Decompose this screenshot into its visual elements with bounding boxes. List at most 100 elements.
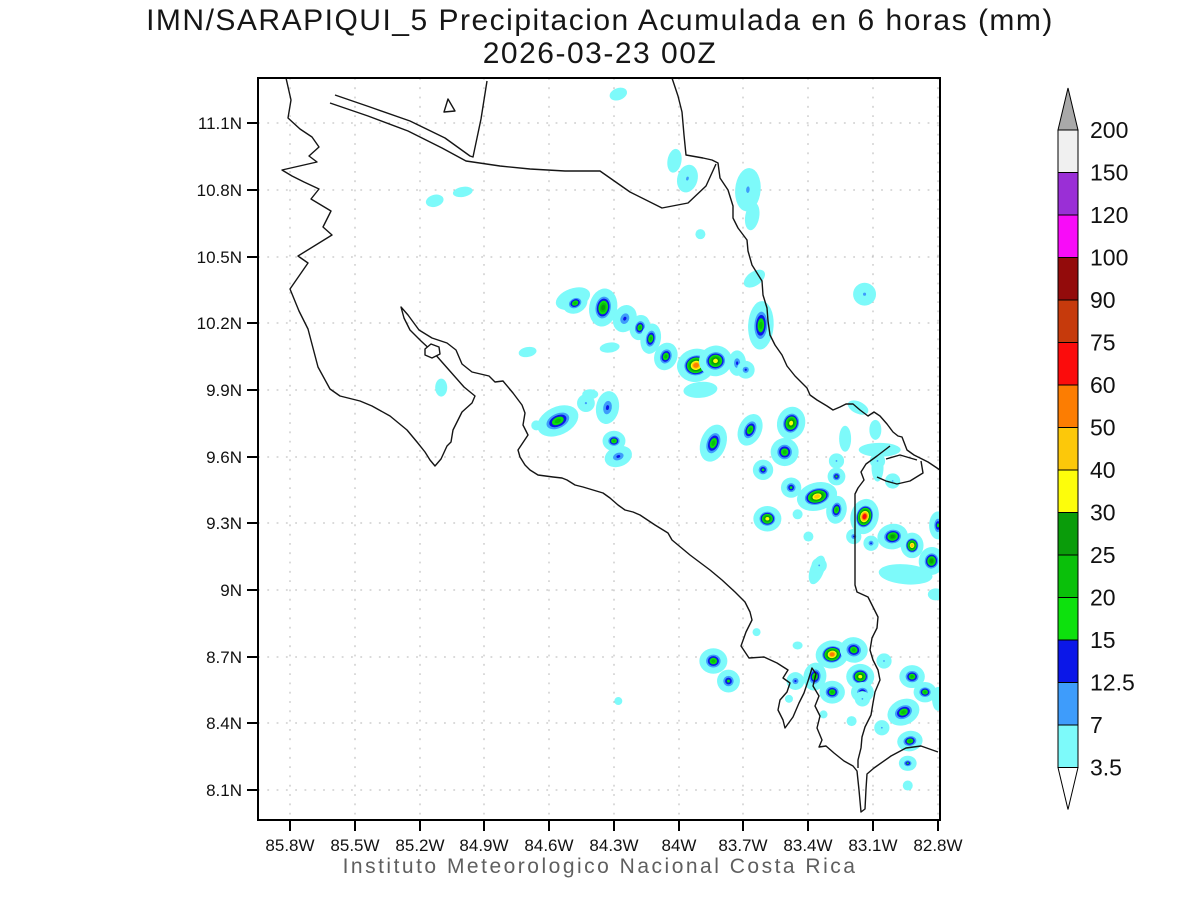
colorbar-segment (1057, 554, 1079, 598)
footer-credit: Instituto Meteorologico Nacional Costa R… (342, 855, 858, 878)
colorbar-label: 150 (1090, 160, 1128, 186)
precip-cell-level (870, 542, 872, 545)
colorbar-segment (1057, 639, 1079, 683)
colorbar (1057, 87, 1079, 810)
precip-cell-level (765, 516, 770, 521)
lon-tick-label: 83.7W (718, 836, 767, 855)
coastline-path (329, 102, 717, 209)
precip-cell-level (906, 762, 909, 765)
precip-cell-level (861, 697, 864, 700)
precip-cell-level (573, 301, 577, 305)
chart-subtitle: 2026-03-23 00Z (482, 37, 718, 70)
colorbar-label: 120 (1090, 202, 1128, 228)
precip-cell-level (748, 427, 752, 433)
precip-cell-level (876, 460, 879, 462)
colorbar-label: 90 (1090, 287, 1116, 313)
lat-tick-label: 8.7N (206, 648, 242, 667)
precip-cell-level (452, 186, 473, 198)
colorbar-segment (1057, 172, 1079, 216)
precip-cell-level (761, 468, 765, 472)
precip-cell-level (846, 716, 857, 727)
precip-cell-level (518, 346, 537, 358)
lat-tick-label: 11.1N (198, 114, 242, 133)
coastline-path (334, 80, 488, 158)
colorbar-over-arrow (1057, 87, 1079, 131)
lon-tick-label: 83.4W (783, 836, 832, 855)
colorbar-under-arrow (1057, 767, 1079, 810)
lat-tick-label: 10.8N (197, 181, 242, 200)
precip-cell-level (923, 690, 927, 694)
precip-cell-level (835, 475, 838, 478)
precip-cell-level (711, 659, 716, 663)
precip-cell-level (863, 292, 867, 296)
precip-cell-level (664, 354, 668, 359)
colorbar-segment (1057, 129, 1079, 173)
precip-cell-level (736, 361, 739, 365)
colorbar-label: 60 (1090, 372, 1116, 398)
colorbar-labels: 3.5 7 12.5 15 20 25 30 40 50 60 75 90 100 120 150 200 (1090, 117, 1135, 781)
precip-cell-level (901, 710, 906, 715)
precip-cell-level (616, 455, 621, 458)
lon-tick-label: 84.9W (459, 836, 508, 855)
colorbar-segment (1057, 384, 1079, 428)
coastline-path (671, 78, 940, 471)
precip-cell-level (693, 362, 699, 368)
precip-cell-level (890, 534, 895, 539)
precip-cell-level (649, 336, 653, 341)
precip-cell-level (851, 648, 856, 652)
coastline-path (885, 454, 918, 461)
precip-cell-level (902, 780, 913, 791)
precip-cell-level (794, 679, 797, 683)
colorbar-label: 20 (1090, 585, 1116, 611)
colorbar-label: 50 (1090, 415, 1116, 441)
precip-cell-level (891, 480, 894, 482)
lon-tick-label: 85.5W (330, 836, 379, 855)
precip-cell-level (932, 686, 940, 711)
precip-cell-level (880, 726, 883, 729)
precip-cell-level (711, 440, 716, 446)
island-or-lake (443, 98, 456, 113)
colorbar-segment (1057, 214, 1079, 258)
precip-cells (425, 87, 940, 791)
map-frame (257, 77, 941, 821)
axis-labels: 11.1N 10.8N 10.5N 10.2N 9.9N 9.6N 9.3N 9N 8.7N 8.… (197, 114, 963, 855)
precip-cell-level (936, 523, 940, 528)
precip-cell-level (638, 325, 642, 330)
precip-cell-level (792, 509, 803, 520)
precip-cell-level (782, 450, 787, 455)
precip-cell-level (830, 690, 834, 694)
lat-tick-label: 10.5N (197, 248, 242, 267)
precip-cell-level (605, 405, 610, 410)
lat-tick-label: 8.1N (206, 781, 242, 800)
colorbar-label: 200 (1090, 117, 1128, 143)
coastline-path (281, 78, 939, 813)
precip-cell-level (803, 531, 814, 542)
colorbar-label: 100 (1090, 245, 1128, 271)
colorbar-label: 40 (1090, 457, 1116, 483)
colorbar-label: 3.5 (1090, 755, 1122, 781)
precip-cell-level (927, 588, 940, 601)
precip-cell-level (744, 368, 747, 371)
lon-tick-label: 84W (662, 836, 697, 855)
colorbar-segment (1057, 469, 1079, 513)
axis-ticks (247, 122, 939, 831)
lon-tick-label: 85.8W (265, 836, 314, 855)
precip-cell-level (695, 229, 706, 240)
precip-cell-level (789, 486, 793, 489)
precip-cell-level (686, 176, 689, 181)
precip-cell-level (869, 419, 882, 440)
precip-cell-level (609, 87, 628, 101)
precip-cell-level (835, 460, 838, 462)
colorbar-segment (1057, 512, 1079, 556)
colorbar-label: 30 (1090, 500, 1116, 526)
lon-tick-label: 85.2W (395, 836, 444, 855)
precip-cell-level (835, 507, 838, 512)
precip-cell-level (852, 535, 855, 538)
coastline (281, 78, 940, 813)
precip-cell-level (908, 739, 912, 743)
lon-tick-label: 84.3W (589, 836, 638, 855)
precip-cell-level (759, 321, 763, 330)
precip-cell-level (752, 628, 761, 637)
precip-cell-level (599, 342, 620, 353)
